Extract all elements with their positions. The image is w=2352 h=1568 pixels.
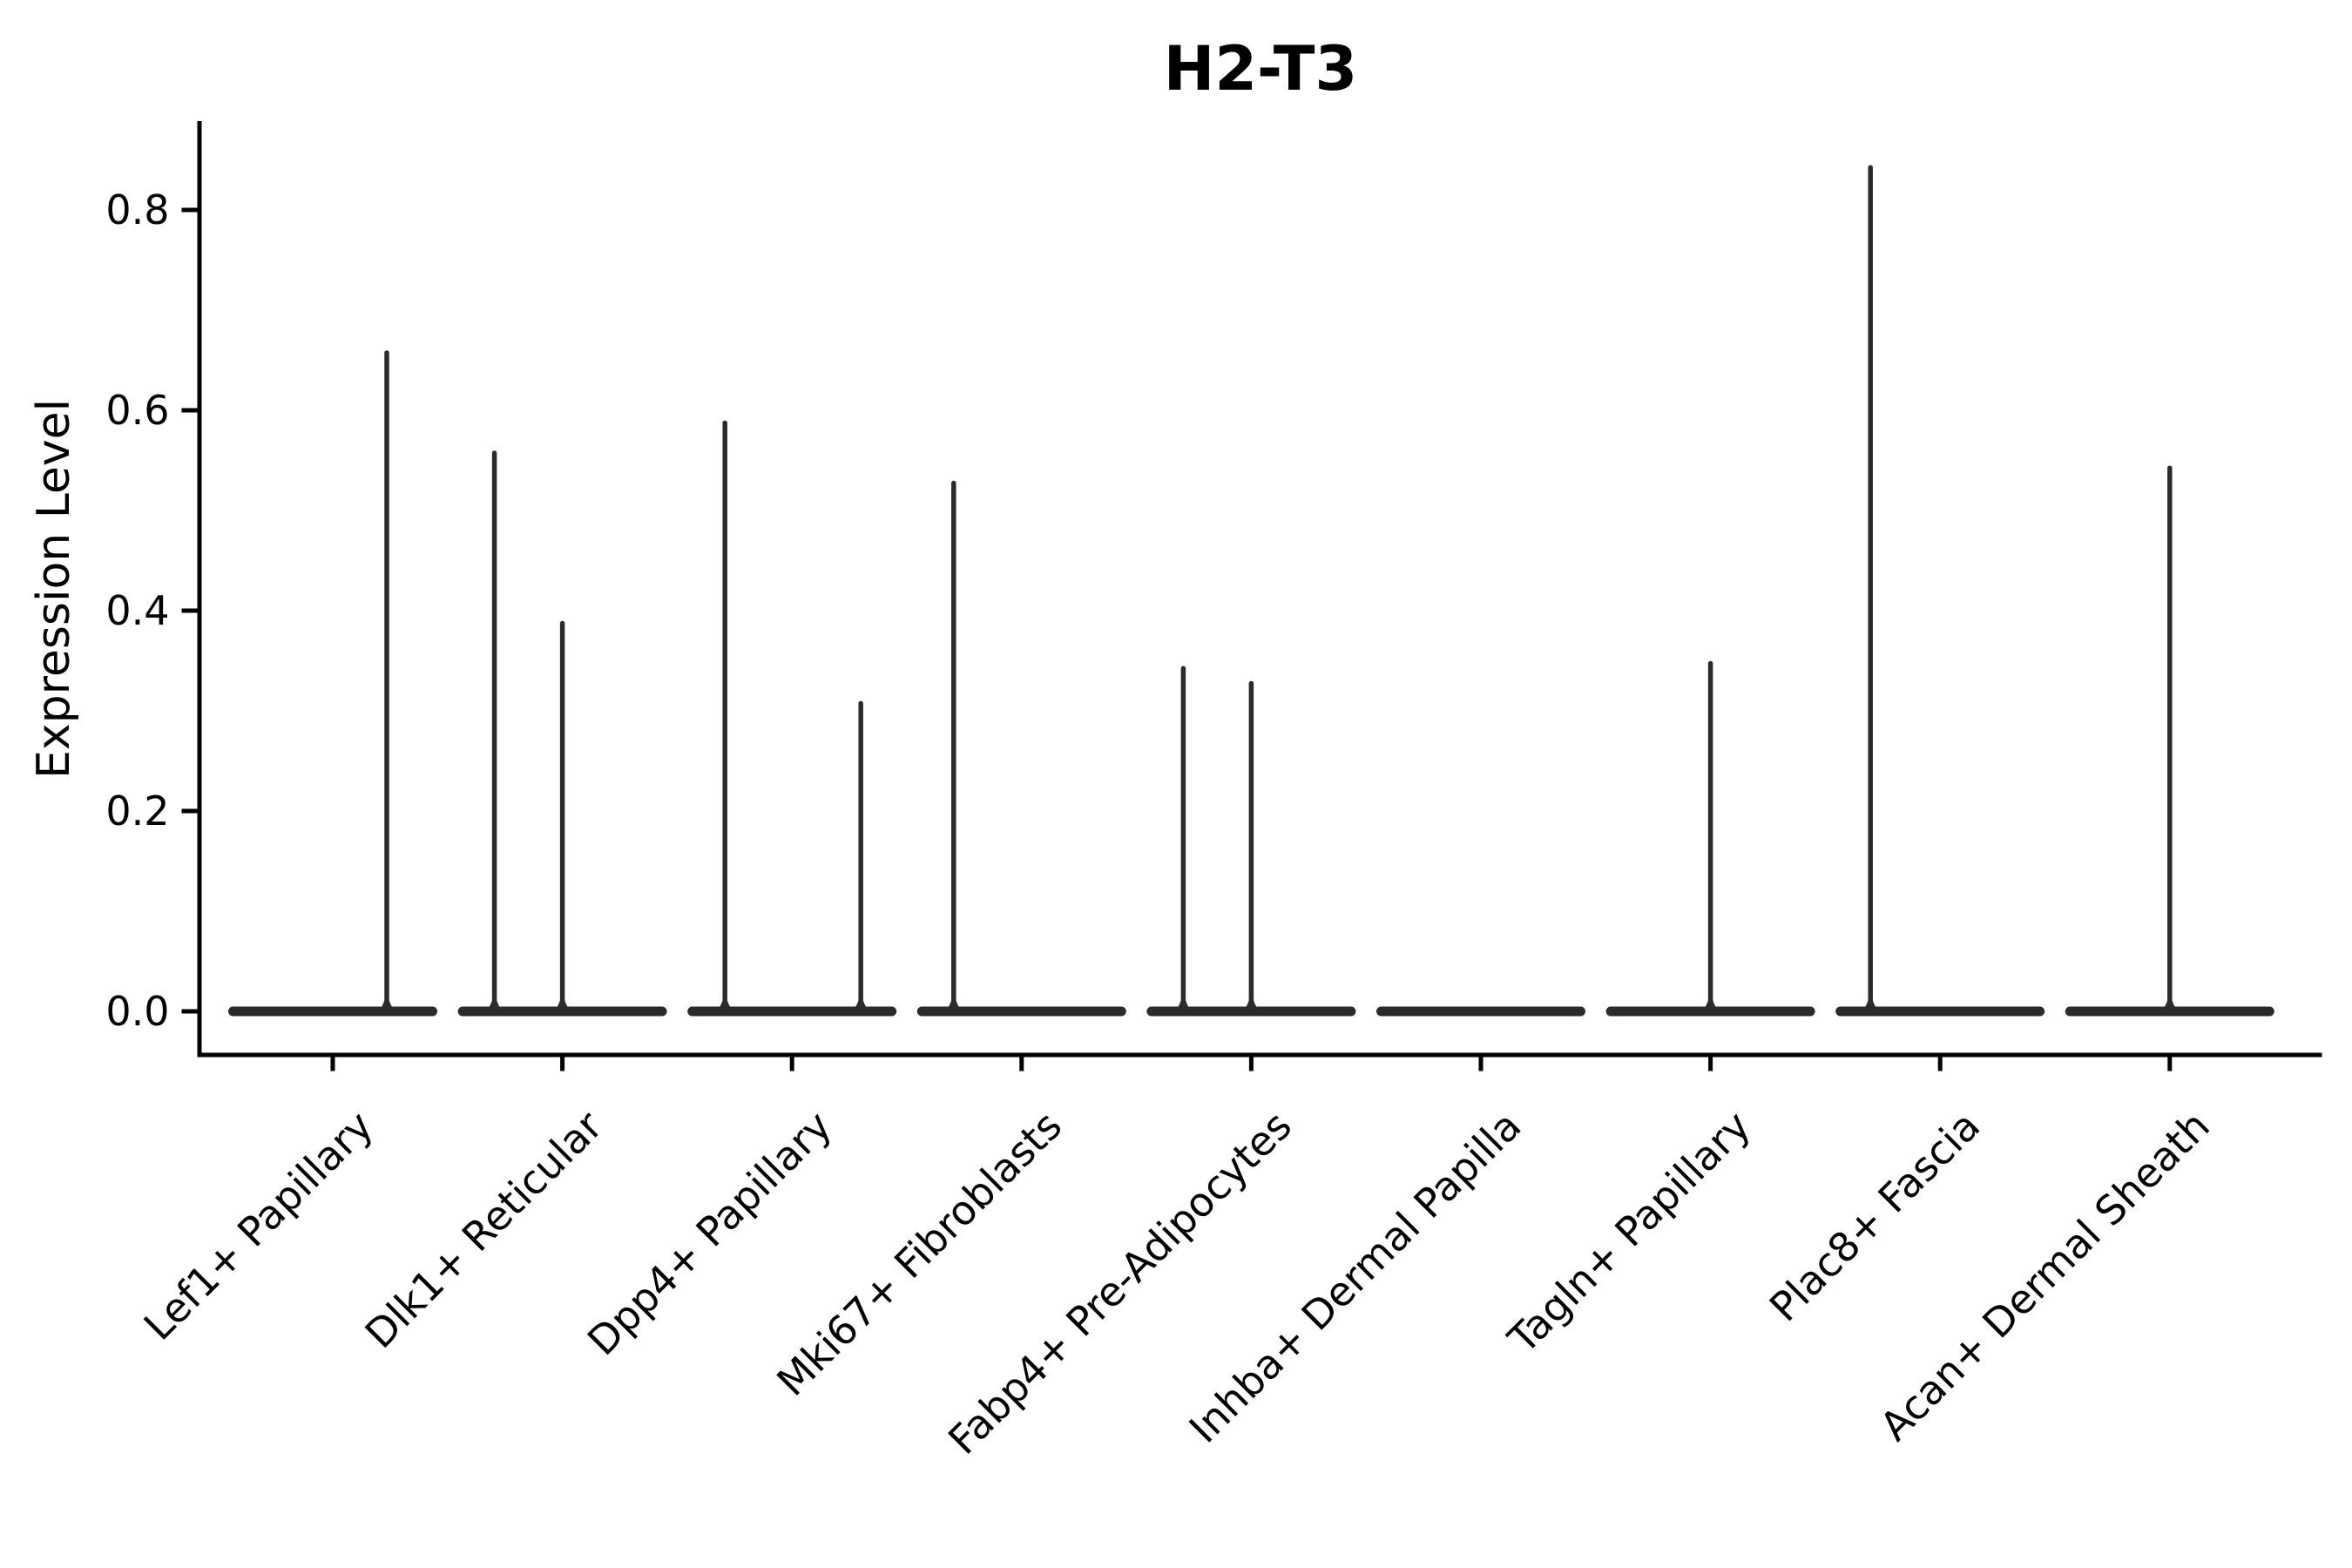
violin-spike-flare: [375, 999, 398, 1014]
x-tick: [2167, 1057, 2173, 1071]
violin-spike-flare: [849, 999, 873, 1014]
x-tick: [1248, 1057, 1254, 1071]
violin-base: [916, 1006, 1126, 1017]
x-tick: [330, 1057, 335, 1071]
y-tick-label: 0.4: [105, 587, 169, 634]
y-tick: [181, 207, 198, 213]
y-tick: [181, 408, 198, 413]
y-axis-spine: [197, 121, 202, 1058]
violin-spike-flare: [2158, 999, 2181, 1014]
y-tick-label: 0.0: [105, 988, 169, 1035]
y-tick: [181, 808, 198, 814]
x-tick: [560, 1057, 565, 1071]
violin-spike-flare: [1240, 999, 1263, 1014]
x-tick: [789, 1057, 794, 1071]
x-tick: [1937, 1057, 1943, 1071]
violin-base: [1376, 1006, 1585, 1017]
y-tick-label: 0.8: [105, 186, 169, 233]
violin-spike-flare: [713, 999, 737, 1014]
x-tick: [1019, 1057, 1024, 1071]
violin-spike-flare: [1172, 999, 1195, 1014]
violin-spike-flare: [551, 999, 574, 1014]
violin-spike-flare: [483, 999, 506, 1014]
y-axis-label: Expression Level: [28, 398, 80, 780]
violin-spike-flare: [942, 999, 965, 1014]
y-tick: [181, 608, 198, 613]
y-tick: [181, 1009, 198, 1014]
violin-base: [1835, 1006, 2045, 1017]
chart-title: H2-T3: [1163, 33, 1358, 105]
violin-spike-flare: [1859, 999, 1882, 1014]
violin-base: [228, 1006, 437, 1017]
violin-base: [687, 1006, 897, 1017]
x-tick: [1478, 1057, 1484, 1071]
x-axis-spine: [197, 1052, 2322, 1058]
y-tick-label: 0.2: [105, 787, 169, 835]
x-tick: [1708, 1057, 1713, 1071]
violin-spike-flare: [1699, 999, 1722, 1014]
y-tick-label: 0.6: [105, 387, 169, 434]
